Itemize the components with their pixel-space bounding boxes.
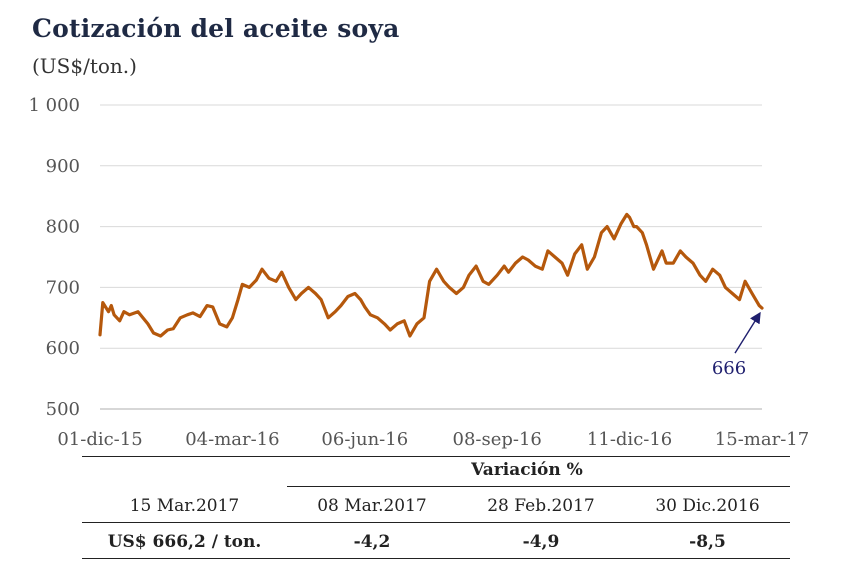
table-mid-rule [82, 522, 790, 523]
current-price-value: US$ 666,2 / ton. [107, 532, 262, 552]
x-tick-label: 11-dic-16 [587, 429, 672, 450]
y-tick-label: 900 [46, 156, 80, 177]
chart-subtitle: (US$/ton.) [32, 54, 137, 78]
column-header-year: 30 Dic.2016 [655, 496, 760, 516]
table-bottom-rule [82, 558, 790, 559]
table-top-rule [82, 456, 790, 457]
x-tick-label: 06-jun-16 [321, 429, 408, 450]
y-tick-label: 600 [46, 338, 80, 359]
column-header-current: 15 Mar.2017 [129, 496, 240, 516]
column-header-month: 28 Feb.2017 [487, 496, 595, 516]
y-tick-label: 500 [46, 399, 80, 420]
x-tick-label: 01-dic-15 [57, 429, 142, 450]
x-tick-label: 08-sep-16 [453, 429, 542, 450]
chart-title: Cotización del aceite soya [32, 14, 400, 43]
x-tick-label: 15-mar-17 [715, 429, 809, 450]
variation-header: Variación % [471, 460, 583, 480]
variation-header-rule [287, 486, 790, 487]
variation-month-value: -4,9 [522, 532, 560, 552]
price-series-line [98, 212, 764, 338]
x-tick-label: 04-mar-16 [185, 429, 279, 450]
y-tick-label: 800 [46, 217, 80, 238]
annotation-label: 666 [712, 358, 746, 379]
variation-year-value: -8,5 [689, 532, 726, 552]
price-line-chart: 500 600 700 800 900 1 000 01-dic-15 04-mar-16 06… [28, 95, 809, 450]
y-tick-label: 1 000 [28, 95, 80, 116]
column-header-week: 08 Mar.2017 [317, 496, 427, 516]
variation-table: Variación % 15 Mar.2017 08 Mar.2017 28 F… [82, 456, 790, 560]
variation-week-value: -4,2 [353, 532, 391, 552]
y-tick-label: 700 [46, 277, 80, 298]
annotation-arrow [734, 311, 761, 354]
